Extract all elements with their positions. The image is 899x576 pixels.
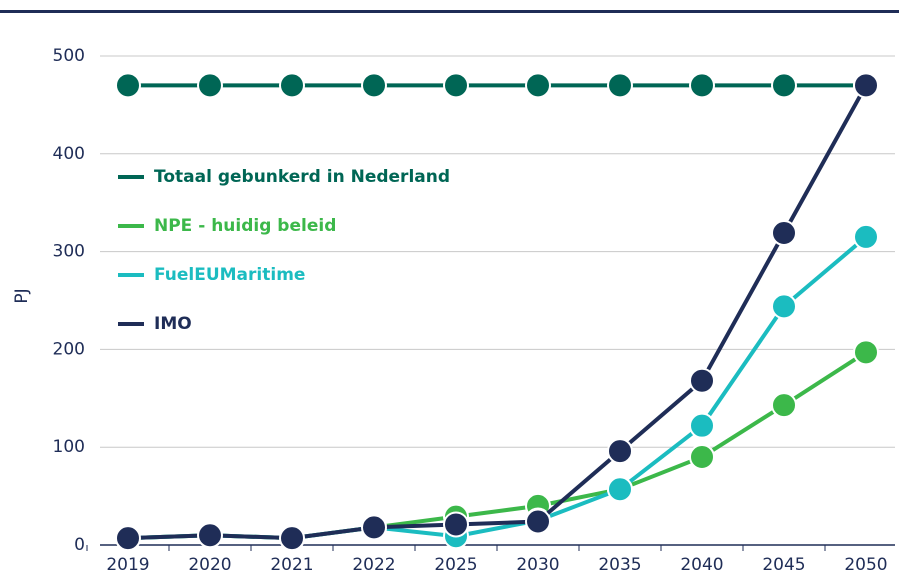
top-rule — [0, 10, 899, 13]
data-point — [853, 223, 879, 250]
data-point — [279, 72, 305, 99]
y-tick-label: 500 — [53, 46, 85, 66]
data-point — [443, 511, 469, 538]
legend-label: FuelEUMaritime — [154, 265, 305, 285]
x-tick-label: 2021 — [270, 555, 313, 575]
x-tick-label: 2022 — [352, 555, 395, 575]
data-point — [853, 339, 879, 366]
data-point — [689, 412, 715, 439]
data-point — [525, 72, 551, 99]
data-point — [361, 72, 387, 99]
series-line — [127, 350, 868, 541]
data-point — [853, 72, 879, 99]
data-point — [689, 443, 715, 470]
data-point — [115, 72, 141, 99]
data-point — [115, 525, 141, 552]
data-point — [279, 525, 305, 552]
data-point — [197, 72, 223, 99]
data-point — [771, 72, 797, 99]
x-tick-label: 2030 — [516, 555, 559, 575]
x-tick-label: 2025 — [434, 555, 477, 575]
y-tick-label: 200 — [53, 339, 85, 359]
legend-label: NPE - huidig beleid — [154, 216, 336, 236]
x-tick-label: 2050 — [844, 555, 887, 575]
legend-label: Totaal gebunkerd in Nederland — [154, 167, 450, 187]
data-point — [689, 72, 715, 99]
y-tick-label: 300 — [53, 242, 85, 262]
series-line — [127, 84, 868, 541]
y-axis-label: PJ — [12, 288, 32, 303]
x-tick-label: 2020 — [188, 555, 231, 575]
x-tick-label: 2040 — [680, 555, 723, 575]
x-tick-label: 2019 — [106, 555, 149, 575]
data-point — [443, 72, 469, 99]
data-point — [689, 367, 715, 394]
legend-label: IMO — [154, 314, 192, 334]
y-tick-label: 100 — [53, 437, 85, 457]
data-point — [607, 476, 633, 503]
data-point — [361, 514, 387, 541]
x-tick-label: 2045 — [762, 555, 805, 575]
y-tick-label: 400 — [53, 144, 85, 164]
data-point — [197, 522, 223, 549]
data-point — [525, 508, 551, 535]
data-point — [771, 293, 797, 320]
y-tick-label: 0 — [74, 535, 85, 555]
x-tick-label: 2035 — [598, 555, 641, 575]
data-point — [607, 72, 633, 99]
data-point — [771, 220, 797, 247]
data-point — [771, 392, 797, 419]
data-point — [607, 438, 633, 465]
